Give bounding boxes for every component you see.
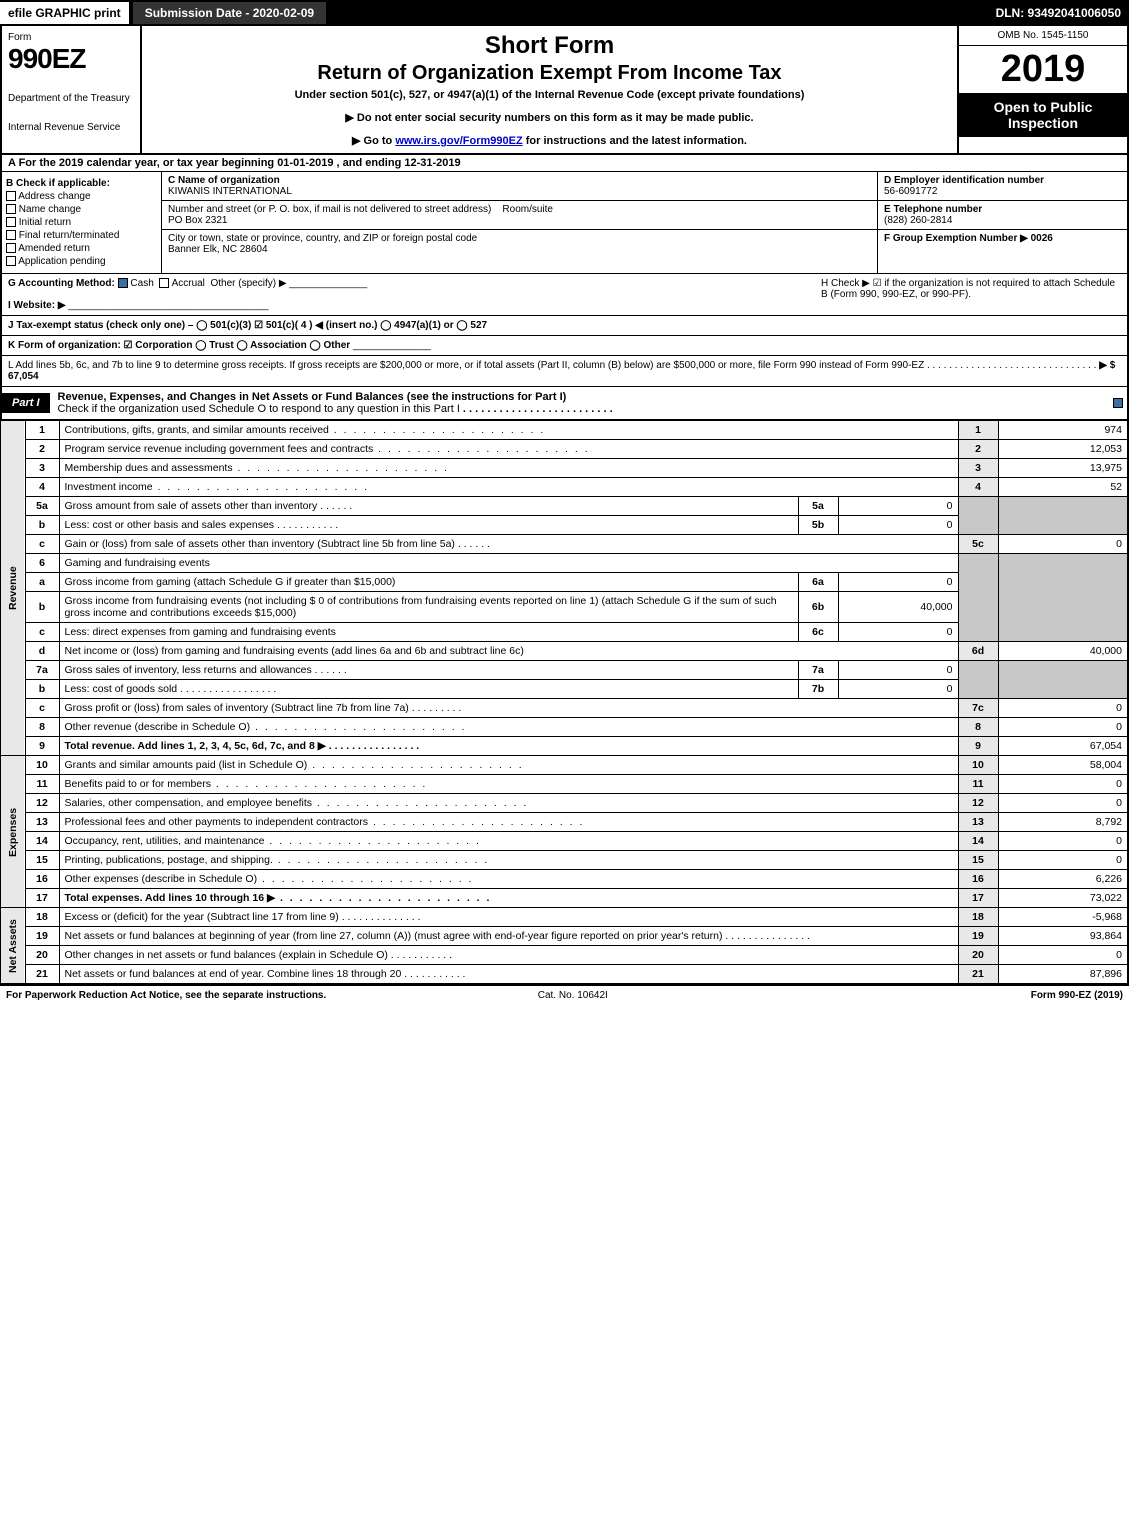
line-12-value: 0 [998, 794, 1128, 813]
i-label: I Website: ▶ [8, 300, 66, 311]
line-7a-value: 0 [838, 661, 958, 680]
title-short-form: Short Form [152, 32, 947, 60]
title-ssn-warning: ▶ Do not enter social security numbers o… [152, 111, 947, 124]
side-revenue: Revenue [1, 421, 25, 756]
city-value: Banner Elk, NC 28604 [168, 244, 268, 255]
section-def: D Employer identification number 56-6091… [877, 172, 1127, 273]
part-label: Part I [2, 393, 50, 413]
addr-value: PO Box 2321 [168, 215, 227, 226]
paperwork-notice: For Paperwork Reduction Act Notice, see … [6, 990, 326, 1001]
j-line: J Tax-exempt status (check only one) – ◯… [0, 316, 1129, 336]
part-sub: Check if the organization used Schedule … [58, 403, 460, 415]
line-5b-value: 0 [838, 516, 958, 535]
line-15-value: 0 [998, 851, 1128, 870]
omb-number: OMB No. 1545-1150 [959, 26, 1127, 46]
k-line: K Form of organization: ☑ Corporation ◯ … [0, 336, 1129, 356]
l-line: L Add lines 5b, 6c, and 7b to line 9 to … [0, 356, 1129, 387]
form-word: Form [8, 32, 134, 43]
line-6b-value: 40,000 [838, 592, 958, 623]
chk-pending: Application pending [6, 256, 157, 267]
line-13-value: 8,792 [998, 813, 1128, 832]
chk-name: Name change [6, 204, 157, 215]
part-1-header: Part I Revenue, Expenses, and Changes in… [0, 387, 1129, 420]
section-b: B Check if applicable: Address change Na… [2, 172, 162, 273]
check-if-label: B Check if applicable: [6, 178, 157, 189]
dln-number: DLN: 93492041006050 [988, 2, 1129, 24]
part-title: Revenue, Expenses, and Changes in Net As… [58, 391, 567, 403]
form-number: 990EZ [8, 43, 134, 75]
line-14-value: 0 [998, 832, 1128, 851]
tax-year-line: A For the 2019 calendar year, or tax yea… [0, 155, 1129, 172]
line-5a-value: 0 [838, 497, 958, 516]
title-return: Return of Organization Exempt From Incom… [152, 62, 947, 85]
title-goto: ▶ Go to www.irs.gov/Form990EZ for instru… [152, 134, 947, 147]
g-accrual-chk[interactable] [159, 278, 169, 288]
chk-address: Address change [6, 191, 157, 202]
line-1-value: 974 [998, 421, 1128, 440]
line-20-value: 0 [998, 946, 1128, 965]
chk-initial: Initial return [6, 217, 157, 228]
line-4-value: 52 [998, 478, 1128, 497]
addr-label: Number and street (or P. O. box, if mail… [168, 204, 491, 215]
line-7c-value: 0 [998, 699, 1128, 718]
tax-year: 2019 [959, 46, 1127, 93]
page-footer: For Paperwork Reduction Act Notice, see … [0, 984, 1129, 1005]
e-label: E Telephone number [884, 204, 982, 215]
phone-value: (828) 260-2814 [884, 215, 952, 226]
dept-treasury: Department of the Treasury [8, 93, 134, 104]
line-6a-value: 0 [838, 573, 958, 592]
org-name: KIWANIS INTERNATIONAL [168, 186, 292, 197]
line-19-value: 93,864 [998, 927, 1128, 946]
line-6c-value: 0 [838, 623, 958, 642]
line-18-value: -5,968 [998, 908, 1128, 927]
top-bar: efile GRAPHIC print Submission Date - 20… [0, 0, 1129, 26]
submission-date: Submission Date - 2020-02-09 [133, 2, 326, 24]
c-label: C Name of organization [168, 175, 280, 186]
efile-label: efile GRAPHIC print [0, 2, 129, 24]
d-label: D Employer identification number [884, 175, 1044, 186]
part1-schedule-o-chk[interactable] [1113, 398, 1123, 408]
line-16-value: 6,226 [998, 870, 1128, 889]
form-ref: Form 990-EZ (2019) [1031, 990, 1123, 1001]
ein-value: 56-6091772 [884, 186, 937, 197]
open-public: Open to Public Inspection [959, 93, 1127, 137]
line-3-value: 13,975 [998, 459, 1128, 478]
irs-link[interactable]: www.irs.gov/Form990EZ [395, 135, 522, 147]
f-label: F Group Exemption Number ▶ 0026 [884, 233, 1053, 244]
h-text: H Check ▶ ☑ if the organization is not r… [821, 278, 1121, 311]
g-label: G Accounting Method: [8, 278, 115, 289]
chk-final: Final return/terminated [6, 230, 157, 241]
dept-irs: Internal Revenue Service [8, 122, 134, 133]
info-block: B Check if applicable: Address change Na… [0, 172, 1129, 274]
line-2-value: 12,053 [998, 440, 1128, 459]
line-17-value: 73,022 [998, 889, 1128, 908]
section-c: C Name of organization KIWANIS INTERNATI… [162, 172, 877, 273]
side-netassets: Net Assets [1, 908, 25, 984]
line-11-value: 0 [998, 775, 1128, 794]
g-cash-chk[interactable] [118, 278, 128, 288]
part1-table: Revenue 1 Contributions, gifts, grants, … [0, 420, 1129, 984]
chk-amended: Amended return [6, 243, 157, 254]
room-label: Room/suite [502, 204, 553, 215]
line-8-value: 0 [998, 718, 1128, 737]
title-under-section: Under section 501(c), 527, or 4947(a)(1)… [152, 89, 947, 101]
line-5c-value: 0 [998, 535, 1128, 554]
g-h-block: G Accounting Method: Cash Accrual Other … [0, 274, 1129, 316]
form-header: Form 990EZ Department of the Treasury In… [0, 26, 1129, 155]
city-label: City or town, state or province, country… [168, 233, 477, 244]
line-7b-value: 0 [838, 680, 958, 699]
line-10-value: 58,004 [998, 756, 1128, 775]
cat-no: Cat. No. 10642I [538, 990, 608, 1001]
line-9-value: 67,054 [998, 737, 1128, 756]
line-21-value: 87,896 [998, 965, 1128, 984]
side-expenses: Expenses [1, 756, 25, 908]
line-6d-value: 40,000 [998, 642, 1128, 661]
